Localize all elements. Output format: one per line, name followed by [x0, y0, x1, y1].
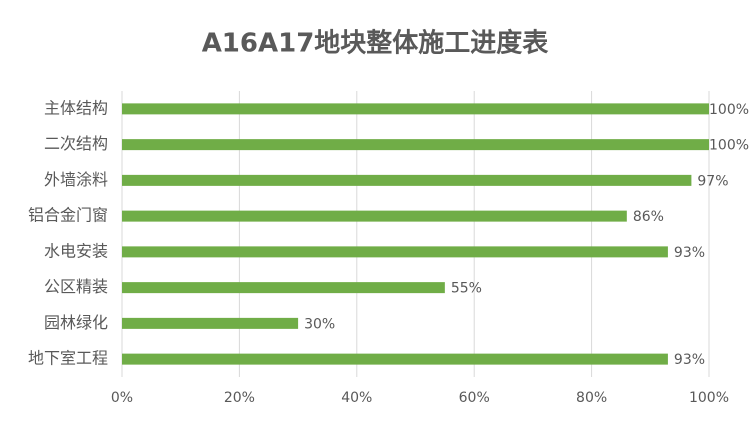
x-tick-label: 100%: [689, 390, 729, 406]
y-tick-label: 二次结构: [44, 134, 108, 153]
x-tick-label: 80%: [576, 390, 607, 406]
y-tick-label: 水电安装: [44, 241, 108, 260]
x-tick-label: 40%: [341, 390, 372, 406]
y-tick-label: 外墙涂料: [44, 170, 108, 189]
bar: [122, 139, 709, 151]
data-label: 100%: [709, 138, 749, 154]
chart-title: A16A17地块整体施工进度表: [202, 28, 550, 59]
data-label: 100%: [709, 102, 749, 118]
data-label: 93%: [674, 245, 705, 261]
bar: [122, 103, 709, 115]
y-tick-label: 公区精装: [44, 277, 108, 296]
data-label: 55%: [451, 281, 482, 297]
bar: [122, 246, 668, 258]
x-tick-label: 20%: [224, 390, 255, 406]
bar: [122, 174, 692, 186]
data-label: 86%: [633, 209, 664, 225]
data-label: 93%: [674, 352, 705, 368]
bar: [122, 353, 668, 365]
y-tick-label: 园林绿化: [44, 313, 108, 332]
x-tick-label: 60%: [459, 390, 490, 406]
bar: [122, 282, 445, 294]
y-tick-label: 铝合金门窗: [28, 206, 108, 225]
data-label: 30%: [304, 316, 335, 332]
y-tick-label: 主体结构: [44, 98, 108, 117]
bar: [122, 317, 299, 329]
y-tick-label: 地下室工程: [28, 349, 108, 368]
bar: [122, 210, 627, 222]
data-label: 97%: [697, 173, 728, 189]
x-tick-label: 0%: [111, 390, 133, 406]
